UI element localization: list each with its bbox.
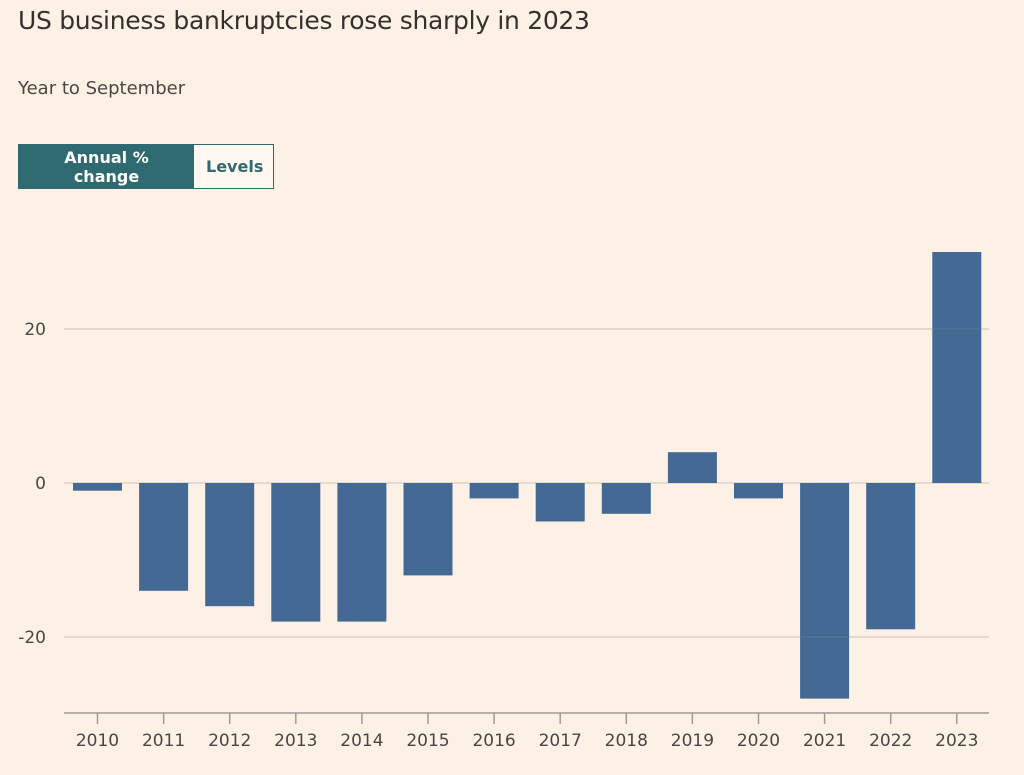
x-tick-label: 2010: [76, 731, 119, 751]
x-tick-label: 2011: [142, 731, 185, 751]
x-tick-label: 2019: [671, 731, 714, 751]
x-tick-label: 2021: [803, 731, 846, 751]
bar-2023: [932, 252, 982, 483]
bar-2019: [667, 452, 717, 483]
bar-2018: [601, 483, 651, 514]
bar-2013: [271, 483, 321, 622]
bar-2016: [469, 483, 519, 499]
x-tick-label: 2016: [472, 731, 515, 751]
x-tick-label: 2018: [605, 731, 648, 751]
bar-2017: [535, 483, 585, 522]
y-tick-label: 20: [24, 320, 46, 340]
y-axis-labels: -20 0 20: [18, 320, 46, 648]
x-tick-label: 2022: [869, 731, 912, 751]
bar-2012: [205, 483, 255, 607]
bar-2021: [800, 483, 850, 699]
bar-2010: [73, 483, 122, 491]
y-tick-label: -20: [18, 628, 46, 648]
x-tick-label: 2017: [539, 731, 582, 751]
bar-2014: [337, 483, 387, 622]
y-tick-label: 0: [35, 474, 46, 494]
x-tick-label: 2020: [737, 731, 780, 751]
x-tick-label: 2015: [406, 731, 449, 751]
bar-2020: [734, 483, 783, 499]
annual-change-tab[interactable]: Annual % change: [19, 145, 194, 188]
bars: [64, 252, 989, 699]
gridlines: [64, 328, 989, 638]
levels-tab[interactable]: Levels: [194, 145, 273, 188]
x-tick-label: 2013: [274, 731, 317, 751]
x-tick-label: 2014: [340, 731, 383, 751]
chart-subtitle: Year to September: [18, 78, 186, 99]
bar-2011: [139, 483, 189, 591]
x-tick-label: 2023: [935, 731, 978, 751]
bar-2015: [403, 483, 453, 576]
x-axis: 2010 2011 2012 2013 2014 2015 2016 2017 2018 2019…: [64, 712, 989, 751]
chart-title: US business bankruptcies rose sharply in…: [18, 6, 590, 35]
bar-2022: [866, 483, 916, 630]
x-tick-label: 2012: [208, 731, 251, 751]
view-toggle: Annual % change Levels: [18, 144, 274, 189]
